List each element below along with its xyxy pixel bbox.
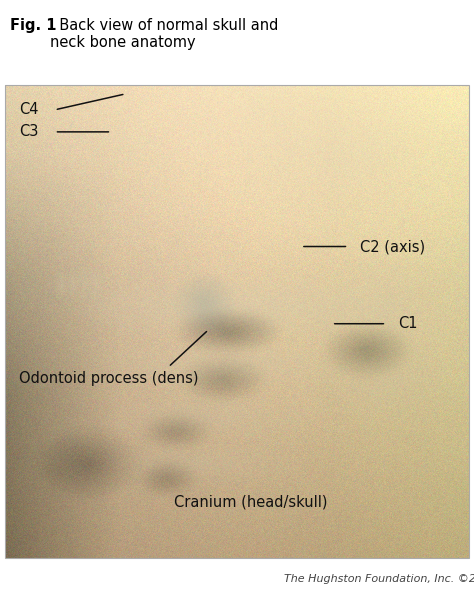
Text: Cranium (head/skull): Cranium (head/skull) [174,494,328,510]
Text: C1: C1 [398,316,418,331]
Text: C4: C4 [19,102,38,118]
Text: . Back view of normal skull and
neck bone anatomy: . Back view of normal skull and neck bon… [50,18,278,50]
Text: C3: C3 [19,124,38,140]
Bar [0,0,474,85]
Text: The Hughston Foundation, Inc. ©2019: The Hughston Foundation, Inc. ©2019 [284,574,474,584]
Text: Odontoid process (dens): Odontoid process (dens) [19,371,199,387]
Text: C2 (axis): C2 (axis) [360,239,425,254]
Bar [5,85,469,558]
Bar [0,558,474,594]
Text: Fig. 1: Fig. 1 [10,18,56,33]
